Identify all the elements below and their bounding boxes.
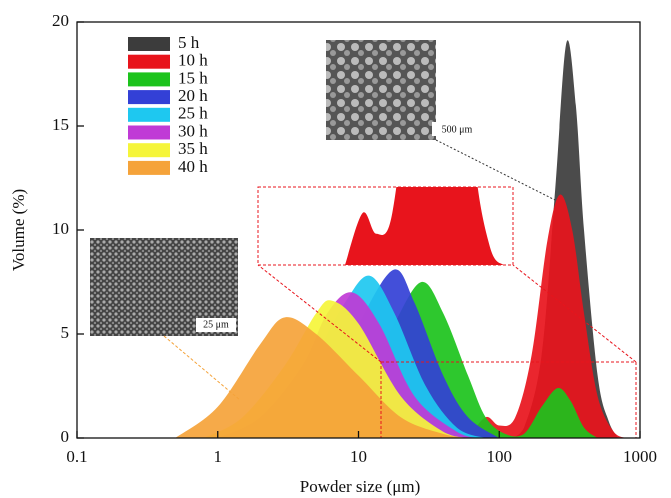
y-tick-label: 20 [52, 11, 69, 30]
zoom-box [257, 186, 514, 266]
pointer [163, 335, 241, 401]
area [468, 194, 627, 438]
legend-swatch [128, 125, 170, 140]
y-tick-label: 0 [61, 427, 70, 446]
sem-image [326, 40, 436, 140]
x-tick-label: 1000 [623, 447, 657, 466]
x-tick-label: 0.1 [66, 447, 87, 466]
legend-swatch [128, 37, 170, 51]
legend-label: 25 h [178, 104, 208, 123]
legend-swatch [128, 107, 170, 122]
zoom-connector [512, 264, 637, 363]
x-tick-label: 10 [350, 447, 367, 466]
legend-swatch [128, 160, 170, 175]
x-axis-label: Powder size (μm) [300, 477, 421, 496]
scale-bar-bg [432, 122, 482, 136]
y-tick-label: 5 [61, 323, 70, 342]
legend-label: 20 h [178, 86, 208, 105]
y-axis-label: Volume (%) [9, 189, 28, 271]
legend-swatch [128, 90, 170, 105]
legend-swatch [128, 72, 170, 87]
scale-bar-bg [196, 318, 236, 332]
legend-label: 15 h [178, 68, 208, 87]
zoom-source-box [380, 361, 637, 439]
x-tick-label: 100 [487, 447, 513, 466]
y-tick-label: 10 [52, 219, 69, 238]
plot-area [175, 40, 627, 438]
legend-swatch [128, 54, 170, 69]
legend-label: 35 h [178, 139, 208, 158]
area [175, 317, 469, 438]
legend-label: 30 h [178, 121, 208, 140]
x-tick-label: 1 [214, 447, 223, 466]
legend-label: 40 h [178, 157, 208, 176]
zoom-area [345, 187, 504, 265]
scale-bar-label: 25 μm [203, 319, 229, 330]
legend-label: 5 h [178, 33, 200, 52]
scale-bar-label: 500 μm [442, 124, 473, 135]
zoom-inset [345, 187, 504, 265]
legend-swatch [128, 143, 170, 158]
legend-label: 10 h [178, 51, 208, 70]
zoom-connector [257, 264, 382, 363]
y-tick-label: 15 [52, 115, 69, 134]
